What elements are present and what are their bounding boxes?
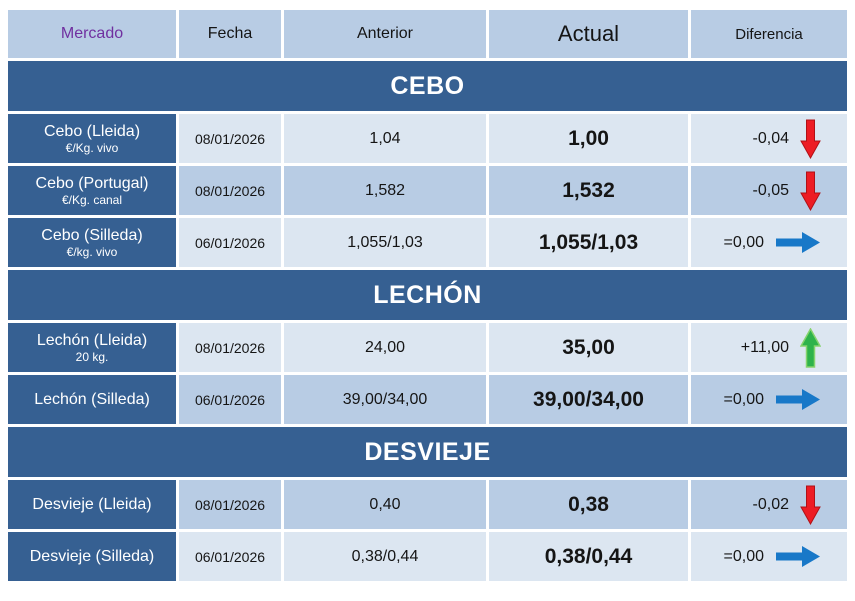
right-arrow-icon	[775, 388, 821, 411]
current-price-cell: 1,00	[489, 114, 688, 163]
market-name: Desvieje (Silleda)	[29, 547, 155, 565]
difference-cell: -0,05	[691, 166, 847, 215]
market-name: Lechón (Lleida)	[36, 331, 148, 349]
difference-value: -0,05	[752, 181, 789, 199]
column-header-mercado: Mercado	[8, 10, 176, 58]
market-cell: Lechón (Silleda)	[8, 375, 176, 424]
market-unit: €/kg. vivo	[66, 244, 118, 259]
right-arrow-icon	[775, 545, 821, 568]
market-name: Desvieje (Lleida)	[32, 495, 152, 513]
difference-value: =0,00	[723, 233, 764, 251]
current-price-cell: 0,38	[489, 480, 688, 529]
current-price-cell: 0,38/0,44	[489, 532, 688, 581]
right-arrow-icon	[775, 231, 821, 254]
column-header-diferencia: Diferencia	[691, 10, 847, 58]
section-header-desvieje: DESVIEJE	[8, 427, 847, 477]
down-arrow-icon	[800, 485, 821, 525]
difference-cell: +11,00	[691, 323, 847, 372]
date-cell: 06/01/2026	[179, 532, 281, 581]
market-cell: Cebo (Silleda) €/kg. vivo	[8, 218, 176, 267]
market-name: Cebo (Lleida)	[43, 122, 141, 140]
previous-price-cell: 0,38/0,44	[284, 532, 486, 581]
difference-cell: =0,00	[691, 218, 847, 267]
difference-cell: -0,04	[691, 114, 847, 163]
previous-price-cell: 0,40	[284, 480, 486, 529]
date-cell: 06/01/2026	[179, 375, 281, 424]
current-price-cell: 1,532	[489, 166, 688, 215]
difference-cell: =0,00	[691, 375, 847, 424]
previous-price-cell: 24,00	[284, 323, 486, 372]
market-name: Lechón (Silleda)	[34, 390, 150, 408]
column-header-actual: Actual	[489, 10, 688, 58]
difference-cell: =0,00	[691, 532, 847, 581]
market-cell: Desvieje (Silleda)	[8, 532, 176, 581]
market-name: Cebo (Portugal)	[35, 174, 149, 192]
previous-price-cell: 39,00/34,00	[284, 375, 486, 424]
up-arrow-icon	[800, 327, 821, 368]
previous-price-cell: 1,055/1,03	[284, 218, 486, 267]
down-arrow-icon	[800, 119, 821, 159]
date-cell: 08/01/2026	[179, 114, 281, 163]
difference-cell: -0,02	[691, 480, 847, 529]
livestock-price-table: Mercado Fecha Anterior Actual Diferencia…	[8, 10, 847, 581]
difference-value: =0,00	[723, 390, 764, 408]
column-header-anterior: Anterior	[284, 10, 486, 58]
market-cell: Cebo (Lleida) €/Kg. vivo	[8, 114, 176, 163]
date-cell: 08/01/2026	[179, 166, 281, 215]
market-cell: Lechón (Lleida) 20 kg.	[8, 323, 176, 372]
market-unit: €/Kg. vivo	[65, 140, 119, 155]
market-unit: 20 kg.	[75, 349, 109, 364]
date-cell: 08/01/2026	[179, 480, 281, 529]
current-price-cell: 39,00/34,00	[489, 375, 688, 424]
date-cell: 08/01/2026	[179, 323, 281, 372]
market-cell: Cebo (Portugal) €/Kg. canal	[8, 166, 176, 215]
previous-price-cell: 1,04	[284, 114, 486, 163]
down-arrow-icon	[800, 171, 821, 211]
previous-price-cell: 1,582	[284, 166, 486, 215]
market-unit: €/Kg. canal	[61, 192, 123, 207]
section-header-lechon: LECHÓN	[8, 270, 847, 320]
column-header-fecha: Fecha	[179, 10, 281, 58]
difference-value: -0,04	[752, 129, 789, 147]
difference-value: +11,00	[740, 338, 789, 356]
date-cell: 06/01/2026	[179, 218, 281, 267]
difference-value: =0,00	[723, 547, 764, 565]
section-header-cebo: CEBO	[8, 61, 847, 111]
market-name: Cebo (Silleda)	[41, 226, 143, 244]
current-price-cell: 1,055/1,03	[489, 218, 688, 267]
market-cell: Desvieje (Lleida)	[8, 480, 176, 529]
difference-value: -0,02	[752, 495, 789, 513]
current-price-cell: 35,00	[489, 323, 688, 372]
